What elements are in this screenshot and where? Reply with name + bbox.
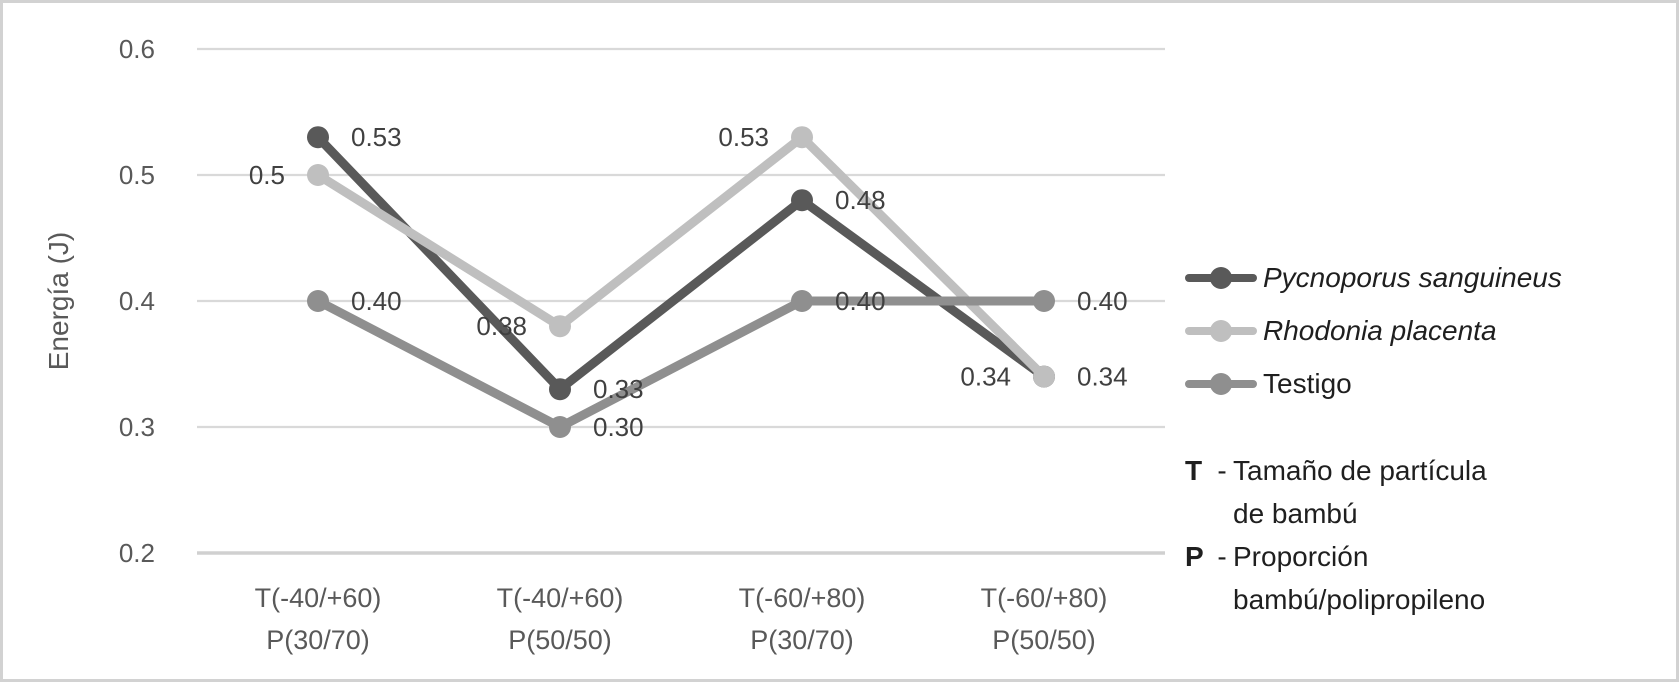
key-definition: Tamaño de partícula de bambú [1233,449,1645,535]
data-point [549,416,571,438]
x-category-label: T(-60/+80) P(50/50) [914,577,1174,661]
data-label: 0.53 [718,122,769,152]
x-category-line2: P(50/50) [508,625,612,655]
data-label: 0.40 [1077,286,1128,316]
x-category-line2: P(30/70) [266,625,370,655]
series-line [313,132,1049,382]
data-label: 0.53 [351,122,402,152]
series-marker-icon [1185,267,1257,289]
series-marker-icon [1185,373,1257,395]
data-point [1033,290,1055,312]
legend-item-label: Rhodonia placenta [1263,315,1497,346]
series-dot-icon [1210,320,1232,342]
key-row-t: T - Tamaño de partícula de bambú [1185,449,1645,535]
data-point [307,290,329,312]
data-point [549,378,571,401]
series-dot-icon [1210,373,1232,395]
data-label: 0.40 [835,286,886,316]
data-label: 0.33 [593,374,644,404]
data-point [549,315,571,338]
data-point [791,126,813,149]
y-tick-label: 0.2 [118,538,155,568]
data-point [1033,365,1055,388]
key-separator: - [1217,541,1227,572]
key-definition-line: de bambú [1233,498,1358,529]
x-category-line1: T(-60/+80) [980,583,1108,613]
series-dot-icon [1210,267,1232,289]
key-definition: Proporción bambú/polipropileno [1233,535,1645,621]
x-category-line2: P(30/70) [750,625,854,655]
data-label: 0.5 [249,160,285,190]
x-category-line2: P(50/50) [992,625,1096,655]
key-definition-line: Proporción [1233,541,1369,572]
legend-item-rhodonia-placenta: Rhodonia placenta [1185,314,1655,348]
data-label: 0.34 [960,362,1011,392]
data-label: 0.48 [835,185,886,215]
data-point [791,189,813,212]
abbreviation-key: T - Tamaño de partícula de bambú P - Pro… [1185,449,1645,621]
legend: Pycnoporus sanguineus Rhodonia placenta … [1185,261,1655,420]
series-marker-icon [1185,320,1257,342]
data-label: 0.40 [351,286,402,316]
legend-item-label: Testigo [1263,368,1352,399]
key-definition-line: bambú/polipropileno [1233,584,1486,615]
legend-item-testigo: Testigo [1185,367,1655,401]
key-row-p: P - Proporción bambú/polipropileno [1185,535,1645,621]
y-tick-label: 0.4 [118,286,155,316]
y-tick-label: 0.3 [118,412,155,442]
plot-area: 0.53 0.33 0.48 0.34 0.5 0.38 0.53 0.34 0.40 0.30 0… [197,47,1165,555]
key-term: P [1185,541,1204,572]
x-category-label: T(-60/+80) P(30/70) [672,577,932,661]
x-category-label: T(-40/+60) P(30/70) [188,577,448,661]
y-tick-label: 0.5 [118,160,155,190]
series-line [313,296,1049,432]
key-term: T [1185,455,1203,486]
key-separator: - [1217,455,1227,486]
y-tick-label: 0.6 [118,34,155,64]
x-category-label: T(-40/+60) P(50/50) [430,577,690,661]
data-label: 0.38 [476,311,527,341]
legend-item-pycnoporus-sanguineus: Pycnoporus sanguineus [1185,261,1655,295]
data-point [307,164,329,186]
legend-item-label: Pycnoporus sanguineus [1263,262,1562,293]
series-line [313,132,1049,394]
data-label: 0.30 [593,412,644,442]
key-definition-line: Tamaño de partícula [1233,455,1487,486]
data-label: 0.34 [1077,362,1128,392]
x-category-line1: T(-60/+80) [738,583,866,613]
data-point [791,290,813,312]
data-point [307,126,329,149]
x-category-line1: T(-40/+60) [254,583,382,613]
x-category-line1: T(-40/+60) [496,583,624,613]
